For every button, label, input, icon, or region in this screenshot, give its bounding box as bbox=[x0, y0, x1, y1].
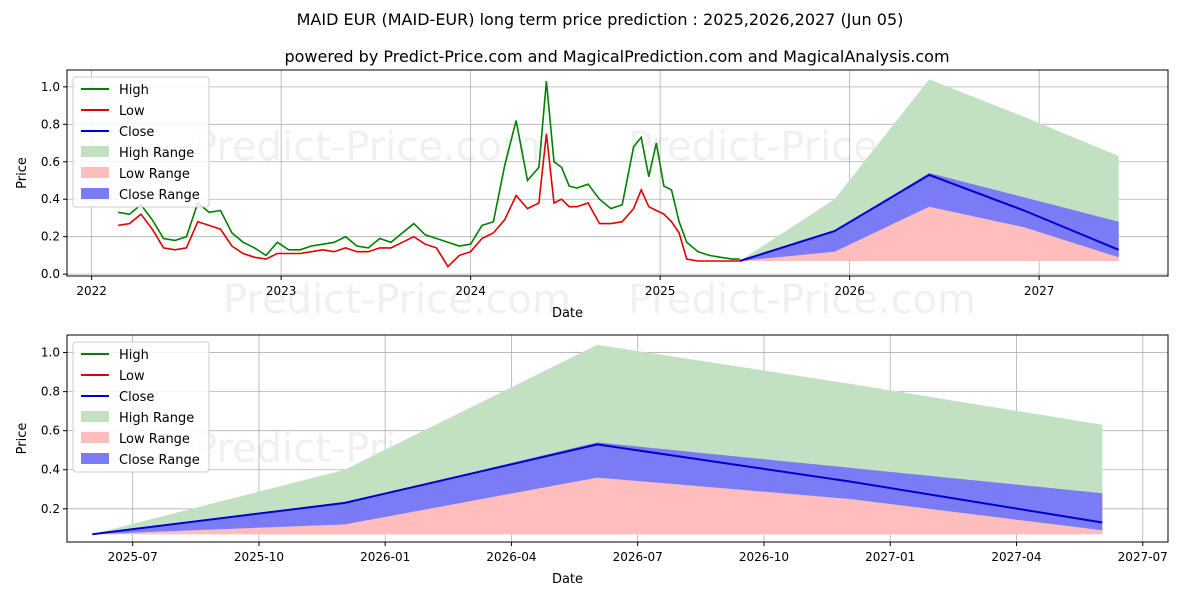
axes-frame bbox=[66, 69, 1169, 277]
watermark-left: Predict-Price.com bbox=[223, 277, 571, 323]
legend-label-low: Low bbox=[119, 369, 145, 384]
legend: High Low Close High Range Low Range Close Ran… bbox=[72, 341, 210, 473]
close-series-line bbox=[92, 443, 1103, 536]
y-tick-label: 0.4 bbox=[41, 192, 60, 206]
x-tick-label: 2026-04 bbox=[486, 550, 536, 564]
legend-label-low-range: Low Range bbox=[119, 432, 190, 447]
x-tick-label: 2027-04 bbox=[991, 550, 1041, 564]
panel-bottom: Predict-Price.comPredict-Price.com2025-0… bbox=[15, 334, 1169, 587]
x-tick-label: 2025-07 bbox=[108, 550, 158, 564]
x-tick-label: 2026-01 bbox=[360, 550, 410, 564]
x-tick-label: 2026-10 bbox=[739, 550, 789, 564]
legend-swatch-low-range bbox=[81, 432, 109, 443]
y-tick-label: 0.0 bbox=[41, 267, 60, 281]
x-tick-label: 2027-07 bbox=[1118, 550, 1168, 564]
legend: High Low Close High Range Low Range Close Ran… bbox=[72, 76, 210, 208]
low-range-area bbox=[92, 477, 1103, 535]
y-tick-label: 0.2 bbox=[41, 502, 60, 516]
x-axis-label: Date bbox=[552, 572, 583, 587]
legend-label-high-range: High Range bbox=[119, 411, 194, 426]
y-axis-label: Price bbox=[15, 423, 30, 455]
x-tick-label: 2027 bbox=[1024, 284, 1055, 298]
legend-label-high: High bbox=[119, 348, 149, 363]
plot-area bbox=[118, 79, 1120, 268]
axes-frame bbox=[66, 334, 1169, 543]
low-series-line bbox=[118, 133, 740, 268]
legend-label-close: Close bbox=[119, 125, 154, 140]
y-tick-label: 0.2 bbox=[41, 230, 60, 244]
close-range-area bbox=[739, 173, 1119, 261]
low-range-area bbox=[739, 206, 1119, 261]
legend-label-high: High bbox=[119, 83, 149, 98]
x-axis-label: Date bbox=[552, 306, 583, 321]
y-tick-label: 1.0 bbox=[41, 346, 60, 360]
y-tick-label: 0.4 bbox=[41, 463, 60, 477]
y-tick-label: 0.6 bbox=[41, 155, 60, 169]
y-tick-label: 0.6 bbox=[41, 424, 60, 438]
x-tick-label: 2022 bbox=[76, 284, 107, 298]
y-tick-label: 0.8 bbox=[41, 117, 60, 131]
y-axis-label: Price bbox=[15, 157, 30, 189]
watermark-right: Predict-Price.com bbox=[628, 277, 976, 323]
plot-area bbox=[92, 344, 1103, 536]
close-range-area bbox=[92, 442, 1103, 535]
watermark-left: Predict-Price.com bbox=[193, 124, 541, 170]
legend-swatch-high-range bbox=[81, 146, 109, 157]
chart-subtitle: powered by Predict-Price.com and Magical… bbox=[284, 47, 949, 66]
chart-title: MAID EUR (MAID-EUR) long term price pred… bbox=[297, 10, 904, 29]
y-tick-label: 1.0 bbox=[41, 80, 60, 94]
high-series-line bbox=[118, 81, 740, 260]
legend-swatch-high-range bbox=[81, 411, 109, 422]
legend-swatch-close-range bbox=[81, 453, 109, 464]
y-tick-label: 0.8 bbox=[41, 385, 60, 399]
x-tick-label: 2025-10 bbox=[234, 550, 284, 564]
x-tick-label: 2026-07 bbox=[613, 550, 663, 564]
legend-label-high-range: High Range bbox=[119, 146, 194, 161]
legend-label-close: Close bbox=[119, 390, 154, 405]
x-tick-label: 2024 bbox=[455, 284, 486, 298]
legend-label-close-range: Close Range bbox=[119, 188, 200, 203]
close-series-line bbox=[739, 173, 1120, 262]
legend-label-low-range: Low Range bbox=[119, 167, 190, 182]
x-tick-label: 2023 bbox=[266, 284, 297, 298]
x-tick-label: 2025 bbox=[645, 284, 676, 298]
x-tick-label: 2027-01 bbox=[865, 550, 915, 564]
legend-swatch-close-range bbox=[81, 188, 109, 199]
legend-label-close-range: Close Range bbox=[119, 453, 200, 468]
legend-swatch-low-range bbox=[81, 167, 109, 178]
x-tick-label: 2026 bbox=[834, 284, 865, 298]
panel-top: Predict-Price.com Predict-Price.com Predic… bbox=[15, 69, 1169, 323]
legend-label-low: Low bbox=[119, 104, 145, 119]
